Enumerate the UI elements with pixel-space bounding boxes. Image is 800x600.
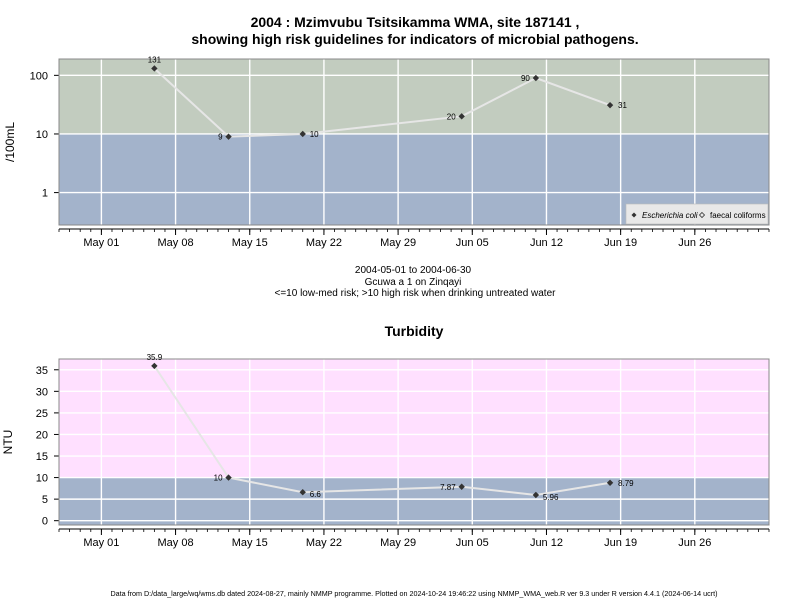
data-label: 31 [618,101,627,110]
data-label: 35.9 [147,353,163,362]
subtitle-risk-note: <=10 low-med risk; >10 high risk when dr… [275,288,557,299]
legend-ecoli-label: Escherichia coli [642,211,698,220]
data-point [225,474,232,481]
y-tick-label: 30 [36,386,48,398]
x-tick-label: May 22 [306,537,342,549]
x-tick-label: May 01 [83,537,119,549]
footer-note: Data from D:/data_large/wq/wms.db dated … [110,589,717,598]
x-tick-label: May 08 [158,237,194,249]
y-tick-label: 25 [36,408,48,420]
x-tick-label: Jun 26 [678,537,711,549]
data-point [225,133,232,140]
x-tick-label: Jun 19 [604,237,637,249]
data-point [606,479,614,486]
data-label: 131 [148,55,162,64]
data-label: 6.6 [310,490,322,499]
low-risk-band [59,477,769,525]
faecal-marker-icon [698,211,706,219]
plot-frame [58,58,770,226]
x-tick-label: Jun 05 [456,537,489,549]
data-label: 9 [218,133,223,142]
x-tick-label: May 29 [380,537,416,549]
subtitle-site-name: Gcuwa a 1 on Zinqayi [365,277,462,288]
plot-frame [58,358,770,526]
y-tick-label: 100 [30,70,48,82]
series-line [153,365,611,496]
x-tick-label: Jun 12 [530,537,563,549]
turbidity-title: Turbidity [385,323,444,339]
y-tick-label: 15 [36,451,48,463]
chart-title-line1: 2004 : Mzimvubu Tsitsikamma WMA, site 18… [251,14,580,30]
x-tick-label: May 01 [83,237,119,249]
x-tick-label: Jun 26 [678,237,711,249]
data-point [606,101,614,109]
data-point [151,65,158,72]
y-tick-label: 20 [36,429,48,441]
legend-box [625,203,769,225]
data-label: 10 [214,474,223,483]
subtitle-date-range: 2004-05-01 to 2004-06-30 [355,265,472,276]
legend-faecal-label: faecal coliforms [710,211,766,220]
data-point [299,489,306,496]
x-tick-label: May 15 [232,537,268,549]
microbial-panel: 1 10 100 May 01 May 08 May 15 May 22 May 29 Jun … [3,55,770,249]
x-tick-label: May 29 [380,237,416,249]
y-tick-label: 10 [36,473,48,485]
y-axis-label: NTU [1,430,15,455]
data-point [458,113,465,120]
data-label: 20 [447,112,456,121]
x-tick-label: May 22 [306,237,342,249]
high-risk-band [59,59,769,134]
data-label: 5.96 [543,493,559,502]
data-point [458,483,465,490]
data-label: 8.79 [618,479,634,488]
x-tick-label: Jun 12 [530,237,563,249]
y-axis-label: /100mL [3,122,17,162]
y-tick-label: 10 [36,129,48,141]
data-label: 10 [310,130,319,139]
data-point [532,491,540,499]
y-tick-label: 0 [42,516,48,528]
x-tick-label: Jun 19 [604,537,637,549]
data-point [299,130,306,138]
x-tick-label: Jun 05 [456,237,489,249]
data-point [151,362,158,370]
y-tick-label: 5 [42,494,48,506]
turbidity-panel: 0 5 10 15 20 25 30 35 May 01 May 08 May 15 May 22 Ma… [1,353,770,549]
chart-title-line2: showing high risk guidelines for indicat… [191,31,638,47]
data-point [532,74,540,82]
y-tick-label: 35 [36,365,48,377]
x-tick-label: May 08 [158,537,194,549]
data-label: 90 [521,74,530,83]
data-label: 7.87 [440,483,456,492]
y-tick-label: 1 [42,188,48,200]
legend: Escherichia coli faecal coliforms [625,203,769,225]
ecoli-marker-icon [631,212,637,218]
x-tick-label: May 15 [232,237,268,249]
series-line [153,67,611,138]
high-risk-band [59,359,769,478]
